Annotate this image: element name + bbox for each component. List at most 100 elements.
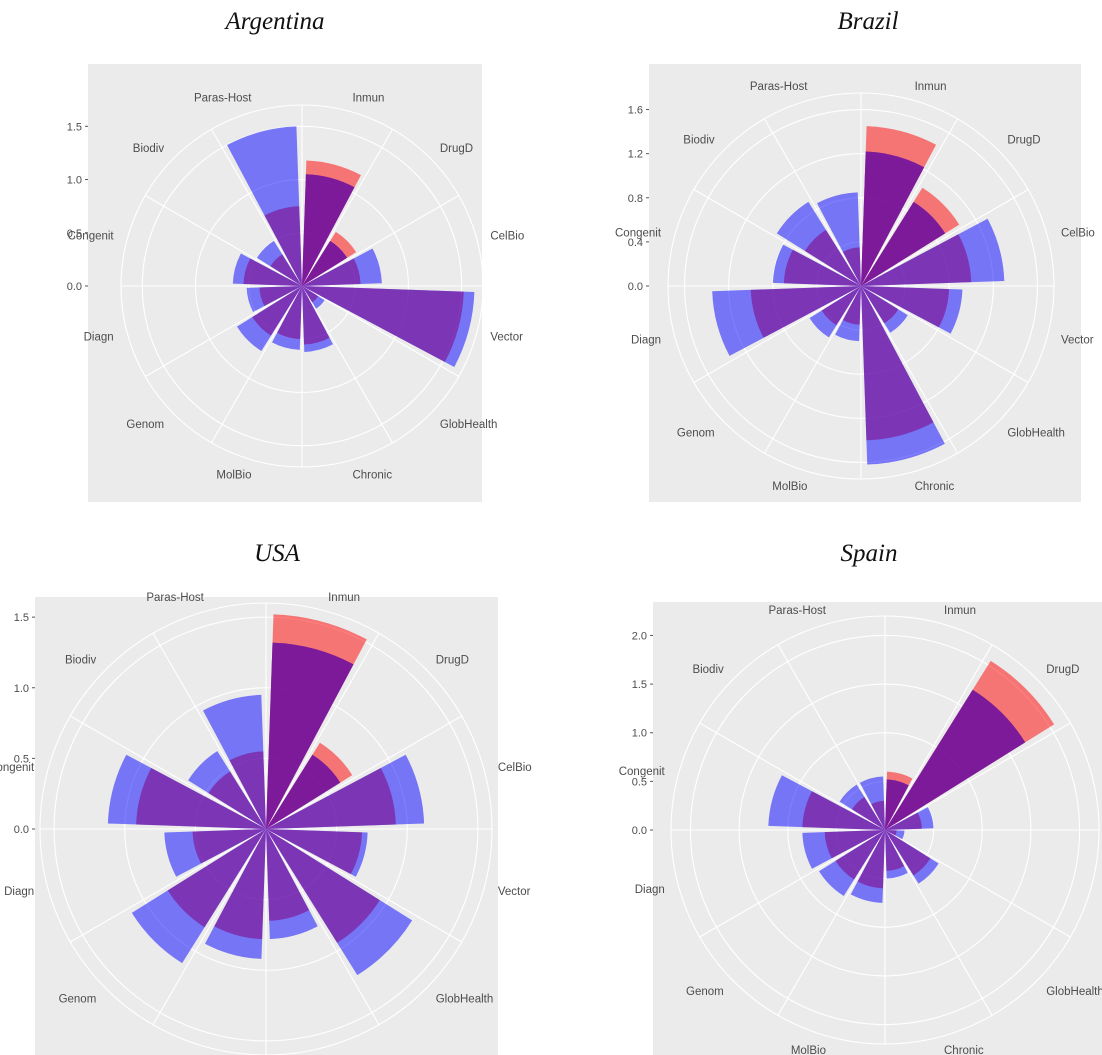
- category-label-molbio: MolBio: [216, 469, 251, 481]
- bar-paras-host: [871, 800, 885, 830]
- chart-title: USA: [254, 540, 300, 567]
- bar-diagn: [750, 286, 861, 338]
- bar-diagn: [259, 286, 302, 306]
- bar-biodiv: [852, 797, 885, 830]
- grid-spoke: [144, 285, 303, 377]
- category-label-biodiv: Biodiv: [683, 135, 715, 147]
- grid-spoke: [699, 722, 886, 831]
- bar-paras-host: [229, 751, 266, 829]
- bar-diagn: [192, 829, 266, 864]
- bar-congenit: [802, 791, 885, 830]
- grid-spoke: [884, 829, 1071, 938]
- bar-drugd: [861, 201, 946, 286]
- r-tick-label: 1.5: [67, 121, 82, 133]
- r-tick-label: 0.8: [628, 193, 643, 205]
- category-label-genom: Genom: [677, 427, 715, 439]
- grid-spoke: [211, 285, 303, 444]
- category-label-chronic: Chronic: [944, 1045, 984, 1055]
- r-tick-label: 2.0: [632, 630, 647, 642]
- bar-congenit: [783, 249, 861, 286]
- category-label-celbio: CelBio: [498, 762, 532, 774]
- grid-spoke: [265, 633, 380, 830]
- bar-congenit: [136, 768, 266, 829]
- bar-genom: [821, 286, 861, 326]
- bar-vector: [266, 829, 362, 875]
- bar-celbio: [885, 812, 922, 830]
- r-tick-label: 0.0: [632, 825, 647, 837]
- bar-vector: [302, 286, 464, 362]
- category-label-biodiv: Biodiv: [692, 664, 724, 676]
- chart-title: Spain: [840, 540, 898, 567]
- category-label-celbio: CelBio: [1061, 227, 1095, 239]
- grid-spoke: [70, 715, 267, 830]
- category-label-biodiv: Biodiv: [65, 654, 97, 666]
- r-tick-label: 1.0: [632, 728, 647, 740]
- r-tick-label: 0.0: [628, 281, 643, 293]
- bar-genom: [167, 829, 266, 928]
- r-tick-label: 0.5: [14, 753, 29, 765]
- category-label-paras-host: Paras-Host: [768, 605, 826, 617]
- grid-spoke: [152, 633, 267, 830]
- r-tick-label: 1.6: [628, 105, 643, 117]
- r-tick-label: 0.5: [632, 776, 647, 788]
- bar-vector: [861, 286, 950, 328]
- category-label-congenit: Congenit: [0, 762, 35, 774]
- category-label-drugd: DrugD: [1046, 664, 1079, 676]
- category-label-diagn: Diagn: [631, 335, 661, 347]
- grid-spoke: [301, 195, 460, 287]
- bar-diagn: [824, 830, 885, 859]
- r-tick-label: 0.5: [67, 228, 82, 240]
- bar-molbio: [842, 286, 861, 325]
- bar-globhealth: [266, 829, 380, 943]
- grid-spoke: [860, 285, 958, 454]
- category-label-inmun: Inmun: [944, 605, 976, 617]
- r-tick-label: 1.5: [14, 612, 29, 624]
- grid-spoke: [265, 828, 380, 1025]
- bar-drugd: [266, 754, 341, 829]
- grid-spoke: [699, 829, 886, 938]
- category-label-drugd: DrugD: [440, 143, 473, 155]
- category-label-paras-host: Paras-Host: [146, 592, 204, 604]
- category-label-genom: Genom: [126, 419, 164, 431]
- category-label-congenit: Congenit: [619, 766, 666, 778]
- r-tick-label: 1.2: [628, 149, 643, 161]
- category-label-congenit: Congenit: [68, 231, 115, 243]
- bar-globhealth: [885, 830, 931, 876]
- grid-spoke: [152, 828, 267, 1025]
- category-label-vector: Vector: [498, 886, 531, 898]
- grid-spoke: [301, 285, 460, 377]
- grid-spoke: [144, 195, 303, 287]
- category-label-inmun: Inmun: [328, 592, 360, 604]
- category-label-globhealth: GlobHealth: [1007, 427, 1065, 439]
- category-label-genom: Genom: [59, 994, 97, 1006]
- r-tick-label: 1.0: [67, 175, 82, 187]
- bar-biodiv: [270, 254, 302, 286]
- category-label-drugd: DrugD: [1007, 135, 1040, 147]
- chart-title: Argentina: [225, 8, 325, 35]
- grid-spoke: [265, 828, 462, 943]
- category-label-globhealth: GlobHealth: [436, 994, 494, 1006]
- bar-globhealth: [302, 286, 319, 303]
- bar-genom: [252, 286, 302, 336]
- r-tick-label: 1.0: [14, 683, 29, 695]
- grid-spoke: [70, 828, 267, 943]
- bar-biodiv: [208, 771, 266, 829]
- grid-spoke: [860, 189, 1029, 287]
- grid-spoke: [860, 118, 958, 287]
- category-label-celbio: CelBio: [490, 231, 524, 243]
- bar-chronic: [861, 286, 934, 441]
- bar-chronic: [885, 830, 905, 871]
- grid-spoke: [764, 118, 862, 287]
- category-label-chronic: Chronic: [352, 469, 392, 481]
- category-label-paras-host: Paras-Host: [750, 81, 808, 93]
- grid-spoke: [777, 829, 886, 1016]
- grid-spoke: [884, 722, 1071, 831]
- bar-paras-host: [842, 247, 861, 286]
- bar-molbio: [857, 830, 885, 889]
- bar-biodiv: [804, 229, 861, 286]
- grid-spoke: [265, 715, 462, 830]
- category-label-chronic: Chronic: [915, 481, 955, 493]
- bar-drugd: [885, 689, 1026, 830]
